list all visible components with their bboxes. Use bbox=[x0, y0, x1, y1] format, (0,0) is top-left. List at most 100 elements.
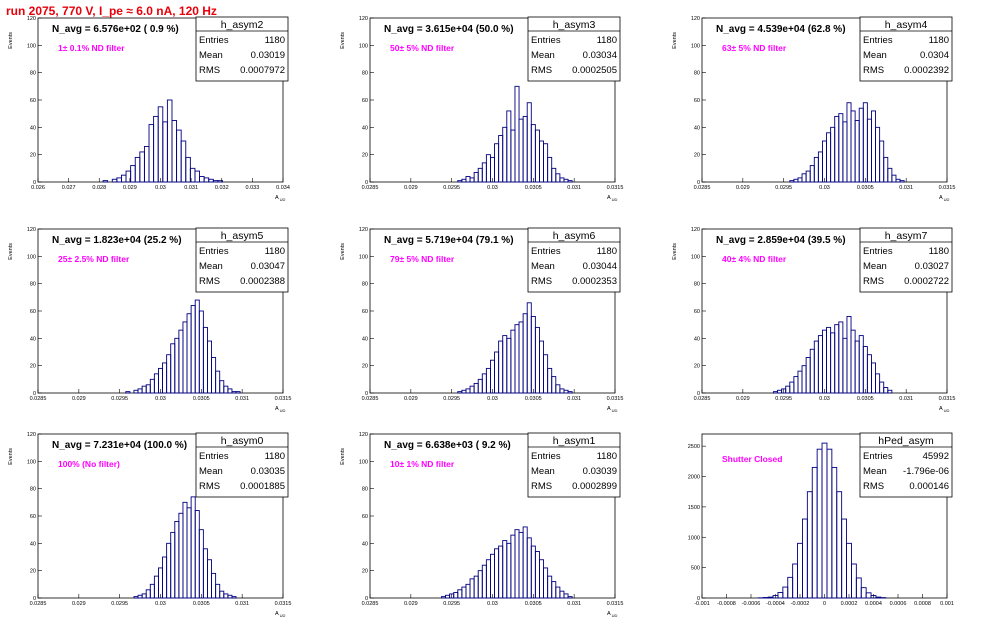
stats-value: 0.0002899 bbox=[572, 481, 617, 492]
x-tick-label: 0.0305 bbox=[857, 396, 874, 402]
histogram-panel: 0.0285 0.029 0.0295 0.03 0.0305 0.031 0.0315 0 2… bbox=[340, 432, 623, 618]
y-tick-label: 20 bbox=[30, 364, 36, 370]
x-tick-label: 0.0008 bbox=[914, 601, 931, 607]
stats-label: Entries bbox=[199, 246, 229, 257]
stats-box: h_asym5 Entries 1180 Mean 0.03047 RMS 0.000238… bbox=[195, 227, 289, 293]
navg-label: N_avg = 7.231e+04 (100.0 %) bbox=[52, 440, 187, 451]
x-tick-label: 0.029 bbox=[72, 396, 86, 402]
x-tick-label: -0.001 bbox=[694, 601, 710, 607]
histogram-panel: 0.026 0.027 0.028 0.029 0.03 0.031 0.032 0.033 0… bbox=[8, 16, 290, 202]
stats-hist-name: h_asym2 bbox=[221, 19, 264, 31]
y-axis-label: Events bbox=[8, 243, 14, 260]
y-tick-label: 0 bbox=[365, 596, 368, 602]
stats-box-frame bbox=[527, 432, 621, 498]
x-tick-label: 0.0315 bbox=[607, 601, 624, 607]
y-axis-label: Events bbox=[340, 243, 346, 260]
histogram-bin bbox=[567, 391, 573, 394]
y-tick-label: 100 bbox=[27, 43, 36, 49]
x-tick-label: 0.03 bbox=[819, 185, 830, 191]
x-tick-label: 0.031 bbox=[235, 396, 249, 402]
stats-hist-name: h_asym6 bbox=[553, 230, 596, 242]
histogram-bin bbox=[567, 596, 573, 599]
x-tick-label: 0.0285 bbox=[30, 601, 47, 607]
stats-value: 0.03039 bbox=[583, 466, 617, 477]
histogram-bin bbox=[217, 180, 223, 183]
y-tick-label: 80 bbox=[694, 282, 700, 288]
x-tick-label: 0.0002 bbox=[841, 601, 858, 607]
y-tick-label: 100 bbox=[27, 254, 36, 260]
x-tick-label: 0.031 bbox=[184, 185, 198, 191]
navg-label: N_avg = 6.638e+03 ( 9.2 %) bbox=[384, 440, 511, 451]
stats-value: 0.03047 bbox=[251, 261, 285, 272]
stats-label: Mean bbox=[531, 261, 555, 272]
stats-value: 45992 bbox=[923, 451, 949, 462]
y-tick-label: 20 bbox=[30, 153, 36, 159]
stats-hist-name: h_asym5 bbox=[221, 230, 264, 242]
y-tick-label: 120 bbox=[359, 16, 368, 22]
stats-hist-name: hPed_asym bbox=[878, 435, 934, 447]
y-axis-label: Events bbox=[8, 448, 14, 465]
x-tick-label: 0.0305 bbox=[193, 396, 210, 402]
x-tick-label: 0.03 bbox=[487, 185, 498, 191]
x-tick-label: 0.029 bbox=[736, 396, 750, 402]
y-tick-label: 1500 bbox=[688, 505, 700, 511]
stats-value: 0.0007972 bbox=[240, 65, 285, 76]
y-tick-label: 100 bbox=[691, 43, 700, 49]
stats-hist-name: h_asym7 bbox=[885, 230, 928, 242]
x-tick-label: 0.029 bbox=[72, 601, 86, 607]
y-tick-label: 20 bbox=[362, 364, 368, 370]
x-tick-label: 0.0295 bbox=[111, 601, 128, 607]
y-tick-label: 20 bbox=[694, 364, 700, 370]
x-tick-label: 0.031 bbox=[567, 396, 581, 402]
y-tick-label: 60 bbox=[362, 514, 368, 520]
stats-box: hPed_asym Entries 45992 Mean -1.796e-06 RMS 0.… bbox=[859, 432, 953, 498]
y-tick-label: 80 bbox=[30, 71, 36, 77]
x-axis-label: AUD bbox=[939, 195, 950, 202]
y-tick-label: 0 bbox=[33, 180, 36, 186]
stats-label: RMS bbox=[863, 481, 884, 492]
histogram-panel: 0.0285 0.029 0.0295 0.03 0.0305 0.031 0.0315 0 2… bbox=[8, 227, 291, 413]
stats-label: Entries bbox=[863, 451, 893, 462]
stats-value: 0.03019 bbox=[251, 50, 285, 61]
histogram-panel: -0.001 -0.0008 -0.0006 -0.0004 -0.0002 0 0.000… bbox=[688, 432, 954, 607]
stats-box-frame bbox=[195, 227, 289, 293]
stats-value: 0.0304 bbox=[920, 50, 949, 61]
y-tick-label: 60 bbox=[362, 309, 368, 315]
x-tick-label: 0.0285 bbox=[362, 601, 379, 607]
y-tick-label: 0 bbox=[697, 180, 700, 186]
y-tick-label: 500 bbox=[691, 566, 700, 572]
stats-value: 1180 bbox=[929, 35, 949, 46]
y-tick-label: 60 bbox=[30, 309, 36, 315]
histogram-panel: 0.0285 0.029 0.0295 0.03 0.0305 0.031 0.0315 0 2… bbox=[672, 227, 955, 413]
x-tick-label: -0.0008 bbox=[717, 601, 736, 607]
y-tick-label: 120 bbox=[691, 227, 700, 233]
stats-value: 0.0002722 bbox=[904, 276, 949, 287]
x-tick-label: 0.0004 bbox=[865, 601, 882, 607]
stats-label: RMS bbox=[863, 65, 884, 76]
stats-box: h_asym4 Entries 1180 Mean 0.0304 RMS 0.0002392 bbox=[859, 16, 953, 82]
y-tick-label: 60 bbox=[694, 98, 700, 104]
stats-value: 0.03044 bbox=[583, 261, 617, 272]
navg-label: N_avg = 5.719e+04 (79.1 %) bbox=[384, 235, 514, 246]
x-axis-label: AUD bbox=[275, 195, 286, 202]
x-tick-label: -0.0006 bbox=[742, 601, 761, 607]
x-tick-label: -0.0002 bbox=[791, 601, 810, 607]
x-tick-label: 0.029 bbox=[123, 185, 137, 191]
y-tick-label: 1000 bbox=[688, 535, 700, 541]
y-tick-label: 120 bbox=[359, 432, 368, 438]
x-tick-label: 0.031 bbox=[567, 601, 581, 607]
x-tick-label: 0.026 bbox=[31, 185, 45, 191]
x-tick-label: 0.0295 bbox=[443, 601, 460, 607]
filter-note: 50± 5% ND filter bbox=[390, 43, 455, 53]
y-axis-label: Events bbox=[672, 243, 678, 260]
x-tick-label: 0.0295 bbox=[775, 396, 792, 402]
y-tick-label: 40 bbox=[694, 336, 700, 342]
stats-value: 0.0001885 bbox=[240, 481, 285, 492]
filter-note: Shutter Closed bbox=[722, 454, 782, 464]
filter-note: 25± 2.5% ND filter bbox=[58, 254, 130, 264]
x-tick-label: 0.0305 bbox=[525, 185, 542, 191]
x-tick-label: 0.031 bbox=[235, 601, 249, 607]
stats-box-frame bbox=[859, 227, 953, 293]
stats-box-frame bbox=[527, 227, 621, 293]
